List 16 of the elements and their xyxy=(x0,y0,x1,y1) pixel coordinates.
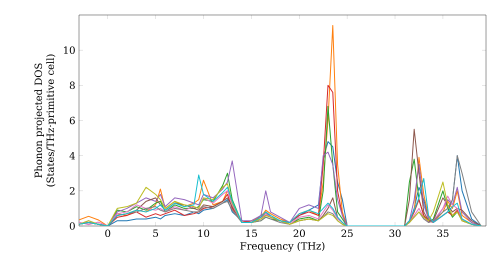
x-tick-label: 30 xyxy=(389,230,401,238)
y-tick-label: 8 xyxy=(70,82,75,90)
x-tick-label: 35 xyxy=(437,230,448,238)
x-tick-label: 5 xyxy=(153,230,158,237)
y-tick-label: 2 xyxy=(70,187,74,195)
x-tick-label: 15 xyxy=(246,230,257,238)
x-tick-label: 25 xyxy=(341,230,353,238)
y-tick-label: 0 xyxy=(70,222,75,230)
x-axis-title: Frequency (THz) xyxy=(240,242,324,252)
y-tick-label: 10 xyxy=(64,46,75,54)
y-axis-title: Phonon projected DOS (States/THz·primitive cell) xyxy=(34,54,56,186)
y-tick-label: 4 xyxy=(69,152,75,160)
x-tick-label: 20 xyxy=(294,230,305,238)
y-tick-label: 6 xyxy=(70,116,75,124)
x-tick-label: 10 xyxy=(198,230,210,238)
x-tick-label: 0 xyxy=(105,230,110,238)
